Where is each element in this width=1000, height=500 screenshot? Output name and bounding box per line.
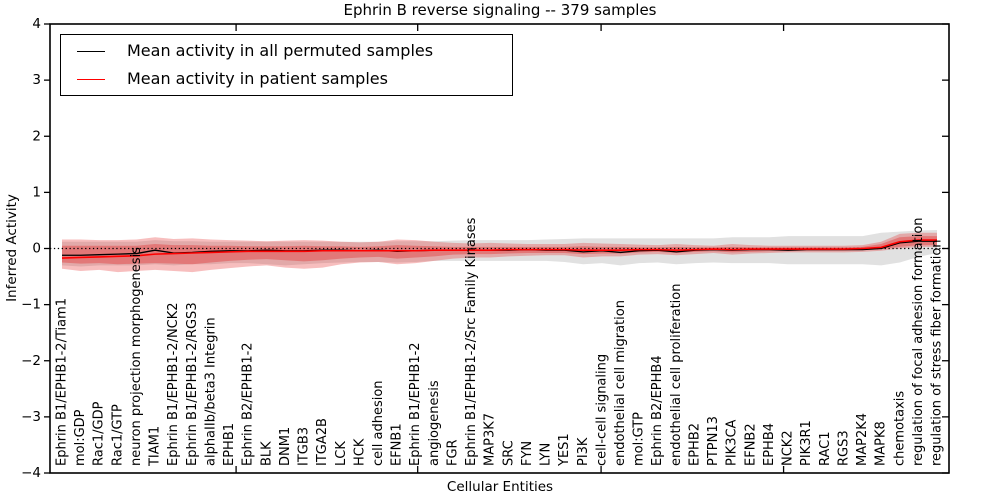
x-tick-label: ITGB3 (297, 427, 312, 466)
x-tick-label: RAC1 (818, 431, 833, 466)
x-tick-label: BLK (259, 441, 274, 466)
y-axis-label: Inferred Activity (4, 194, 20, 302)
x-tick-label: Ephrin B2/EPHB1-2 (241, 342, 256, 466)
x-tick-label: angiogenesis (427, 380, 442, 466)
x-tick-label: DNM1 (278, 427, 293, 466)
x-tick-label: YES1 (557, 433, 572, 467)
x-tick-label: EFNB2 (743, 423, 758, 466)
x-axis-label: Cellular Entities (446, 479, 554, 495)
patient-band-outer (62, 232, 937, 273)
x-tick-label: LCK (334, 441, 349, 466)
x-tick-label: regulation of focal adhesion formation (911, 217, 926, 466)
x-tick-label: EPHB4 (762, 423, 777, 466)
x-tick-label: neuron projection morphogenesis (129, 247, 144, 466)
x-tick-label: PIK3CA (725, 419, 740, 466)
x-tick-label: Ephrin B2/EPHB4 (650, 355, 665, 466)
x-axis-ticks (235, 24, 785, 473)
x-tick-label: Ephrin B1/EPHB1-2/NCK2 (166, 302, 181, 466)
x-tick-label: cell-cell signaling (594, 354, 609, 466)
x-tick-label: PIK3R1 (799, 420, 814, 466)
x-tick-label: EFNB1 (390, 423, 405, 466)
y-tick-label: −4 (21, 465, 41, 481)
x-tick-label: MAP3K7 (483, 413, 498, 466)
x-tick-label: NCK2 (781, 430, 796, 466)
chart-title: Ephrin B reverse signaling -- 379 sample… (343, 1, 657, 19)
y-tick-label: 3 (32, 72, 41, 88)
x-tick-label: Ephrin B1/EPHB1-2/RGS3 (185, 302, 200, 466)
legend-entry-patient: Mean activity in patient samples (61, 65, 512, 93)
x-tick-label: endothelial cell proliferation (669, 284, 684, 467)
x-tick-label: MAPK8 (874, 421, 889, 466)
x-tick-label: TIAM1 (148, 426, 163, 467)
y-tick-label: 4 (32, 16, 41, 32)
x-tick-label: regulation of stress fiber formation (930, 239, 945, 466)
x-tick-label: HCK (352, 438, 367, 466)
x-tick-label: chemotaxis (892, 391, 907, 466)
x-tick-label: PI3K (576, 437, 591, 466)
legend-label-permuted: Mean activity in all permuted samples (127, 41, 434, 60)
x-tick-label: mol:GTP (632, 412, 647, 466)
x-tick-label: EPHB2 (687, 423, 702, 466)
x-tick-label: ITGA2B (315, 418, 330, 466)
x-tick-label: alphaIIb/beta3 Integrin (203, 317, 218, 466)
y-axis-ticks: 4 3 2 1 0 −1 −2 −3 −4 (21, 16, 949, 481)
patient-mean-line (61, 239, 937, 259)
x-tick-label: LYN (539, 443, 554, 466)
x-tick-label: PTPN13 (706, 416, 721, 466)
y-tick-label: −2 (21, 353, 41, 369)
legend-line-swatch-patient (77, 78, 105, 80)
x-tick-label: endothelial cell migration (613, 300, 628, 466)
x-tick-label: Ephrin B1/EPHB1-2/Tiam1 (55, 298, 70, 466)
legend-line-swatch-permuted (77, 50, 105, 52)
x-tick-label: SRC (501, 440, 516, 466)
y-tick-label: −1 (21, 297, 41, 313)
y-tick-label: 1 (32, 184, 41, 200)
x-category-labels: Ephrin B1/EPHB1-2/Tiam1 mol:GDP Rac1/GDP Ra… (55, 217, 945, 467)
legend-entry-permuted: Mean activity in all permuted samples (61, 37, 512, 65)
x-tick-label: FYN (520, 441, 535, 466)
y-tick-label: −3 (21, 409, 41, 425)
y-tick-label: 2 (32, 128, 41, 144)
x-tick-label: Rac1/GDP (92, 401, 107, 466)
legend: Mean activity in all permuted samples Me… (60, 34, 513, 96)
legend-label-patient: Mean activity in patient samples (127, 69, 388, 88)
y-tick-label: 0 (32, 241, 41, 257)
x-tick-label: Ephrin B1/EPHB1-2/Src Family Kinases (464, 217, 479, 466)
x-tick-label: Rac1/GTP (110, 404, 125, 466)
x-tick-label: Ephrin B1/EPHB1-2 (408, 342, 423, 466)
x-tick-label: mol:GDP (73, 409, 88, 466)
x-tick-label: EPHB1 (222, 423, 237, 466)
x-tick-label: RGS3 (836, 430, 851, 466)
x-tick-label: FGR (445, 439, 460, 466)
x-tick-label: MAP2K4 (855, 413, 870, 466)
x-tick-label: cell adhesion (371, 380, 386, 466)
